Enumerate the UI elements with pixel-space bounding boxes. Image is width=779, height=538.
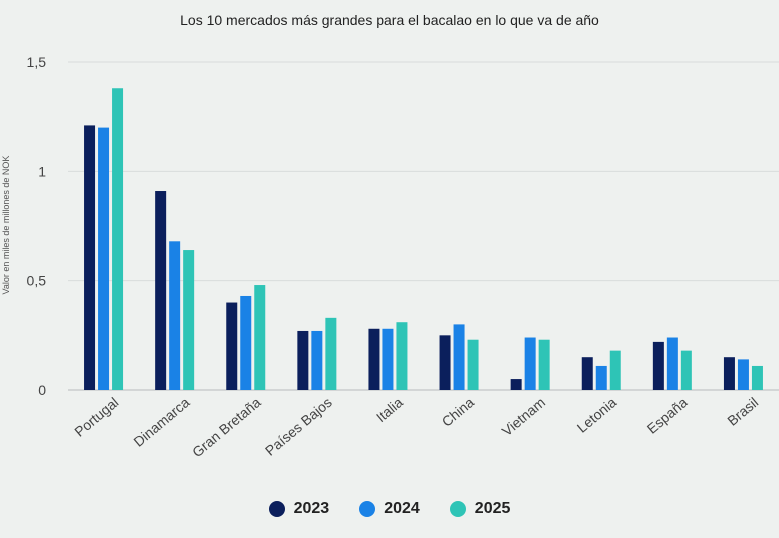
legend-label: 2023 <box>293 500 330 517</box>
bar-2025-7 <box>609 350 621 390</box>
bar-2023-1 <box>155 191 167 390</box>
y-tick-label: 0,5 <box>27 273 47 289</box>
x-tick-label: Vietnam <box>499 394 548 439</box>
chart-title: Los 10 mercados más grandes para el baca… <box>180 12 599 28</box>
x-tick-label: España <box>644 394 691 437</box>
legend-swatch <box>268 501 285 517</box>
legend-item-2023: 2023 <box>268 500 330 518</box>
bar-2024-0 <box>98 127 110 390</box>
bar-2025-5 <box>467 339 479 390</box>
legend: 2023 2024 2025 <box>0 500 779 518</box>
bar-2024-2 <box>240 295 252 390</box>
y-tick-label: 0 <box>38 382 46 398</box>
x-tick-label: Países Bajos <box>262 394 335 459</box>
x-tick-label: Brasil <box>724 394 761 429</box>
x-tick-label: Letonia <box>574 394 620 436</box>
bar-2023-6 <box>510 379 522 390</box>
x-tick-label: China <box>439 394 477 430</box>
bar-2023-3 <box>297 330 309 390</box>
x-tick-label: Italia <box>373 394 406 425</box>
bar-2024-3 <box>311 330 323 390</box>
bars <box>84 88 763 391</box>
bar-2023-5 <box>439 335 451 390</box>
bar-2023-7 <box>581 357 593 390</box>
x-tick-label: Portugal <box>71 394 121 440</box>
y-tick-label: 1 <box>38 163 46 179</box>
bar-2024-9 <box>737 359 749 390</box>
bar-2023-0 <box>84 125 96 390</box>
bar-2025-3 <box>325 317 337 390</box>
legend-item-2024: 2024 <box>359 500 420 518</box>
bar-2025-6 <box>538 339 550 390</box>
bar-2024-1 <box>169 241 181 390</box>
legend-swatch <box>359 501 376 517</box>
bar-2023-4 <box>368 328 380 390</box>
bar-2023-9 <box>723 357 735 390</box>
bar-2024-5 <box>453 324 465 390</box>
bar-2023-2 <box>226 302 238 390</box>
x-tick-label: Dinamarca <box>130 394 192 450</box>
bar-2025-1 <box>183 250 195 390</box>
legend-label: 2024 <box>384 500 420 517</box>
legend-item-2025: 2025 <box>449 500 511 518</box>
legend-swatch <box>449 501 466 517</box>
y-tick-label: 1,5 <box>27 54 47 70</box>
bar-2025-4 <box>396 322 408 390</box>
bar-2024-7 <box>595 365 607 390</box>
bar-2024-8 <box>666 337 678 390</box>
bar-2025-9 <box>751 365 763 390</box>
bar-2025-8 <box>680 350 692 390</box>
bar-2024-4 <box>382 328 394 390</box>
x-tick-label: Gran Bretaña <box>189 394 264 460</box>
bar-2025-2 <box>254 285 266 390</box>
bar-2023-8 <box>652 341 664 390</box>
bar-2024-6 <box>524 337 536 390</box>
legend-label: 2025 <box>474 500 511 517</box>
bar-2025-0 <box>112 88 124 391</box>
